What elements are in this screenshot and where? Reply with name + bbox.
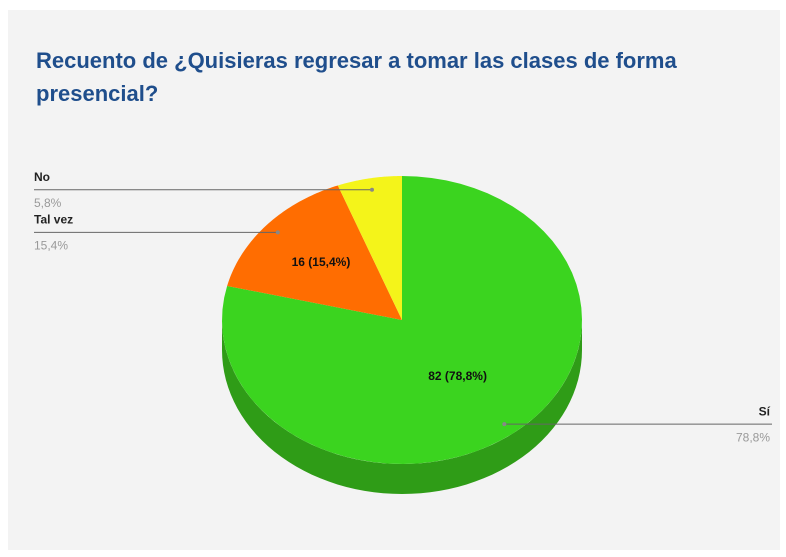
pie-slice xyxy=(222,176,582,464)
legend-label: No xyxy=(34,170,50,184)
slice-label: 16 (15,4%) xyxy=(292,255,351,269)
legend-label: Tal vez xyxy=(34,213,73,227)
chart-title: Recuento de ¿Quisieras regresar a tomar … xyxy=(36,48,677,106)
legend-percent: 15,4% xyxy=(34,239,68,253)
pie-side xyxy=(222,320,582,494)
legend-label: Sí xyxy=(759,404,771,418)
slice-label: 82 (78,8%) xyxy=(428,369,487,383)
legend-percent: 78,8% xyxy=(736,430,770,444)
pie-slice xyxy=(227,185,402,320)
pie-slice xyxy=(337,176,402,320)
leader-dot xyxy=(369,187,374,192)
legend-percent: 5,8% xyxy=(34,196,62,210)
leader-dot xyxy=(502,422,507,427)
leader-dot xyxy=(275,230,280,235)
